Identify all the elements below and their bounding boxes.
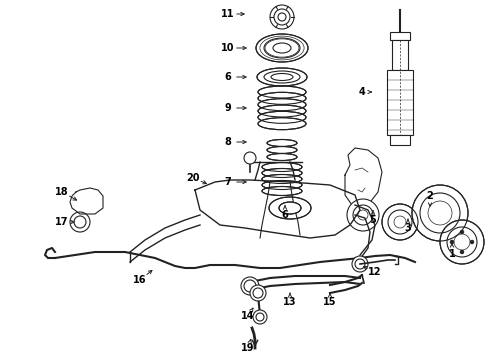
Ellipse shape [262, 162, 302, 171]
Text: 17: 17 [55, 217, 69, 227]
Ellipse shape [267, 147, 297, 153]
Text: 12: 12 [368, 267, 382, 277]
Circle shape [250, 285, 266, 301]
Text: 1: 1 [449, 249, 455, 259]
Ellipse shape [262, 175, 302, 184]
Circle shape [450, 240, 454, 244]
Ellipse shape [258, 105, 306, 117]
Text: 2: 2 [427, 191, 433, 201]
Text: 3: 3 [405, 223, 412, 233]
Ellipse shape [262, 168, 302, 177]
Ellipse shape [258, 111, 306, 123]
Bar [390, 135, 410, 145]
Circle shape [70, 212, 90, 232]
Ellipse shape [262, 180, 302, 189]
Text: 8: 8 [224, 137, 231, 147]
Text: 16: 16 [133, 275, 147, 285]
Circle shape [440, 220, 484, 264]
Ellipse shape [257, 68, 307, 86]
Ellipse shape [258, 92, 306, 104]
Circle shape [253, 310, 267, 324]
Text: 14: 14 [241, 311, 255, 321]
Polygon shape [345, 148, 382, 210]
Text: 5: 5 [369, 215, 376, 225]
Bar [390, 32, 410, 40]
Circle shape [270, 5, 294, 29]
Circle shape [470, 240, 474, 244]
Bar [387, 70, 413, 135]
Text: 4: 4 [359, 87, 366, 97]
Bar [392, 40, 408, 70]
Ellipse shape [269, 197, 311, 219]
Text: 10: 10 [221, 43, 235, 53]
Text: 7: 7 [224, 177, 231, 187]
Circle shape [347, 199, 379, 231]
Ellipse shape [258, 99, 306, 111]
Text: 19: 19 [241, 343, 255, 353]
Text: 6: 6 [224, 72, 231, 82]
Circle shape [352, 256, 368, 272]
Ellipse shape [279, 202, 301, 214]
Circle shape [412, 185, 468, 241]
Circle shape [241, 277, 259, 295]
Circle shape [460, 250, 464, 254]
Circle shape [244, 152, 256, 164]
Text: 13: 13 [283, 297, 297, 307]
Ellipse shape [267, 139, 297, 147]
Text: 20: 20 [186, 173, 200, 183]
Ellipse shape [267, 153, 297, 161]
Text: 6: 6 [282, 210, 289, 220]
Ellipse shape [258, 118, 306, 130]
Polygon shape [70, 188, 103, 214]
Text: 9: 9 [224, 103, 231, 113]
Text: 18: 18 [55, 187, 69, 197]
Text: 15: 15 [323, 297, 337, 307]
Circle shape [382, 204, 418, 240]
Ellipse shape [256, 34, 308, 62]
Circle shape [460, 230, 464, 234]
Ellipse shape [262, 186, 302, 195]
Ellipse shape [258, 86, 306, 98]
Polygon shape [195, 180, 360, 238]
Text: 11: 11 [221, 9, 235, 19]
